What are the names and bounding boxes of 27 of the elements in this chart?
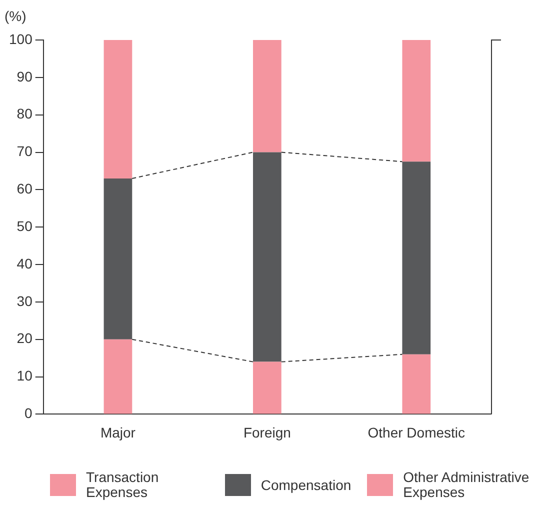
y-tick-label: 0	[24, 405, 33, 422]
y-tick-label: 50	[16, 218, 33, 234]
bar	[104, 339, 132, 414]
y-tick-label: 40	[16, 255, 33, 272]
y-tick-label: 10	[16, 368, 33, 384]
y-tick-label: 100	[9, 30, 33, 47]
y-axis-title: (%)	[4, 8, 26, 24]
x-tick-label: Foreign	[243, 424, 291, 440]
bar	[253, 40, 282, 152]
x-tick-label: Major	[100, 424, 136, 440]
x-tick-label: Other Domestic	[368, 424, 466, 440]
y-tick-label: 80	[16, 106, 33, 122]
y-tick-label: 20	[16, 330, 33, 346]
y-tick-label: 30	[16, 292, 33, 309]
bar	[402, 40, 431, 162]
bar	[104, 40, 132, 178]
legend-label: Compensation	[260, 476, 352, 492]
bar	[104, 178, 132, 340]
y-tick-label: 90	[16, 68, 33, 84]
legend-label: Transaction Expenses	[86, 469, 160, 500]
legend-label: Other Administrative Expenses	[403, 469, 530, 500]
bar	[402, 354, 431, 414]
y-tick-label: 60	[16, 180, 33, 197]
bar	[253, 362, 282, 414]
bar	[402, 162, 431, 354]
y-tick-label: 70	[16, 143, 33, 160]
bar	[253, 152, 282, 362]
